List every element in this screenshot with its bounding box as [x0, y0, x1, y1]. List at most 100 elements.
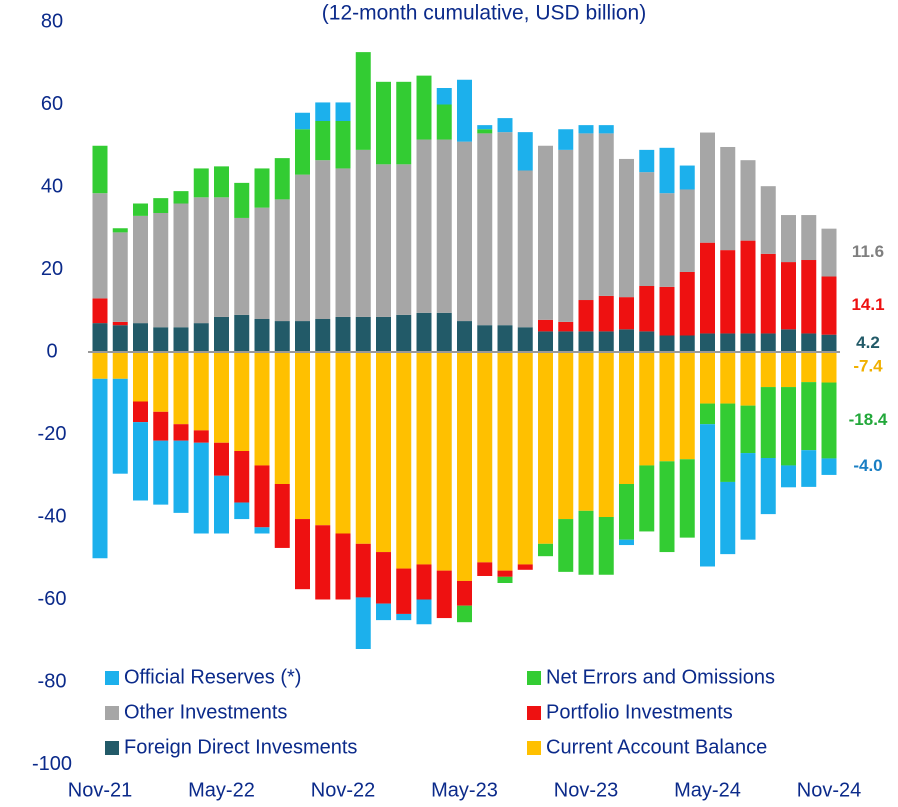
bar-segment	[193, 197, 209, 324]
bar-segment	[517, 564, 533, 570]
legend-label: Foreign Direct Invesments	[124, 736, 357, 758]
bar-segment	[639, 331, 655, 352]
bar-segment	[477, 352, 493, 563]
bar-segment	[477, 129, 493, 134]
data-label: 14.1	[851, 295, 884, 314]
bar-segment	[740, 405, 756, 454]
bar-segment	[335, 102, 351, 121]
bar-segment	[436, 139, 452, 313]
bar-segment	[679, 352, 695, 460]
bar-segment	[760, 253, 776, 334]
bar-segment	[700, 242, 715, 334]
bar-segment	[598, 352, 614, 517]
bar-segment	[700, 403, 715, 425]
bar-segment	[821, 334, 837, 352]
bar-segment	[720, 352, 736, 404]
bar-segment	[801, 215, 817, 261]
bar-segment	[659, 147, 675, 194]
bar-segment	[679, 271, 695, 336]
bar-segment	[214, 166, 229, 198]
bar-segment	[416, 352, 432, 565]
bar-segment	[578, 125, 594, 134]
legend-label: Current Account Balance	[546, 736, 767, 758]
bar-segment	[558, 129, 574, 150]
bar-segment	[335, 168, 351, 317]
bar-segment	[639, 286, 655, 332]
bar-segment	[274, 352, 290, 484]
y-tick-label: -100	[32, 753, 72, 775]
bar-segment	[173, 424, 189, 441]
bar-segment	[821, 458, 837, 475]
bar-segment	[457, 580, 472, 606]
bar-segment	[254, 168, 270, 208]
bar-segment	[355, 597, 371, 649]
bar-segment	[781, 387, 796, 466]
y-tick-label: 40	[41, 175, 63, 197]
bar-segment	[578, 352, 594, 511]
bar-segment	[477, 325, 493, 352]
bar-segment	[112, 232, 128, 322]
legend-label: Portfolio Investments	[546, 701, 733, 723]
bar-segment	[295, 321, 310, 352]
legend-swatch	[527, 741, 541, 755]
bar-segment	[274, 199, 290, 322]
bar-segment	[619, 484, 634, 540]
x-tick-label: May-23	[431, 779, 498, 801]
bar-segment	[720, 481, 736, 555]
bar-segment	[396, 352, 412, 569]
bar-segment	[315, 160, 331, 319]
bar-segment	[639, 465, 655, 532]
bar-segment	[700, 132, 715, 243]
bar-segment	[214, 475, 229, 534]
bar-segment	[781, 215, 796, 263]
chart-subtitle: (12-month cumulative, USD billion)	[322, 2, 646, 25]
bar-segment	[457, 605, 472, 623]
bar-segment	[760, 387, 776, 459]
bar-segment	[274, 321, 290, 352]
legend-label: Official Reserves (*)	[124, 666, 301, 688]
bar-segment	[254, 527, 270, 534]
bar-segment	[598, 125, 614, 134]
bar-segment	[234, 451, 250, 503]
bar-segment	[436, 570, 452, 619]
bar-segment	[254, 319, 270, 352]
bar-segment	[436, 104, 452, 140]
bar-segment	[558, 331, 574, 352]
bar-segment	[760, 186, 776, 254]
x-tick-label: Nov-24	[797, 779, 861, 801]
bar-segment	[376, 316, 391, 352]
legend-swatch	[527, 671, 541, 685]
bar-segment	[720, 146, 736, 251]
bar-segment	[578, 331, 594, 352]
bar-segment	[112, 325, 128, 352]
bar-segment	[234, 314, 250, 352]
bar-segment	[760, 352, 776, 388]
bar-segment	[234, 182, 250, 218]
legend-swatch	[105, 706, 119, 720]
bar-segment	[781, 262, 796, 330]
bar-segment	[133, 203, 148, 216]
bar-segment	[92, 352, 108, 379]
bar-segment	[173, 352, 189, 425]
bar-segment	[619, 329, 634, 352]
bar-segment	[295, 129, 310, 175]
bar-segment	[376, 603, 391, 621]
bar-segment	[436, 352, 452, 571]
bar-segment	[497, 118, 513, 133]
bar-segment	[234, 352, 250, 451]
bar-segment	[335, 352, 351, 534]
bar-segment	[214, 442, 229, 476]
bar-segment	[497, 132, 513, 326]
bar-segment	[234, 502, 250, 520]
y-tick-label: -20	[38, 423, 67, 445]
bar-segment	[497, 576, 513, 583]
y-tick-label: 20	[41, 258, 63, 280]
bar-segment	[639, 149, 655, 173]
bar-segment	[801, 333, 817, 352]
bar-segment	[315, 121, 331, 161]
bar-segment	[315, 352, 331, 526]
bar-segment	[92, 378, 108, 559]
data-label: -7.4	[853, 357, 883, 376]
bar-segment	[396, 81, 412, 165]
